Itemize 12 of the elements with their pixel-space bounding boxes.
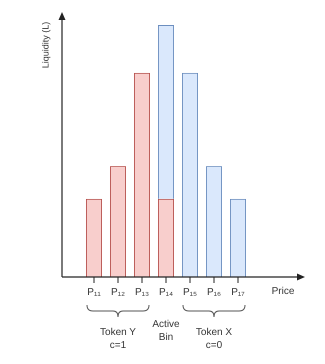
x-tick-label: P₁₅ xyxy=(182,286,198,298)
x-tick-label: P₁₄ xyxy=(158,286,174,298)
x-tick-label: P₁₁ xyxy=(87,286,102,298)
x-tick-label: P₁₆ xyxy=(206,286,222,298)
x-tick-label: P₁₃ xyxy=(134,286,150,298)
x-axis-title: Price xyxy=(272,286,295,297)
text: Active Bin xyxy=(152,318,180,344)
text: Token X c=0 xyxy=(196,326,232,352)
x-tick-label: P₁₂ xyxy=(111,286,126,298)
y-axis-title: Liquidity (L) xyxy=(40,22,50,68)
text: Token Y c=1 xyxy=(100,326,136,352)
x-tick-label: P₁₇ xyxy=(231,286,246,298)
